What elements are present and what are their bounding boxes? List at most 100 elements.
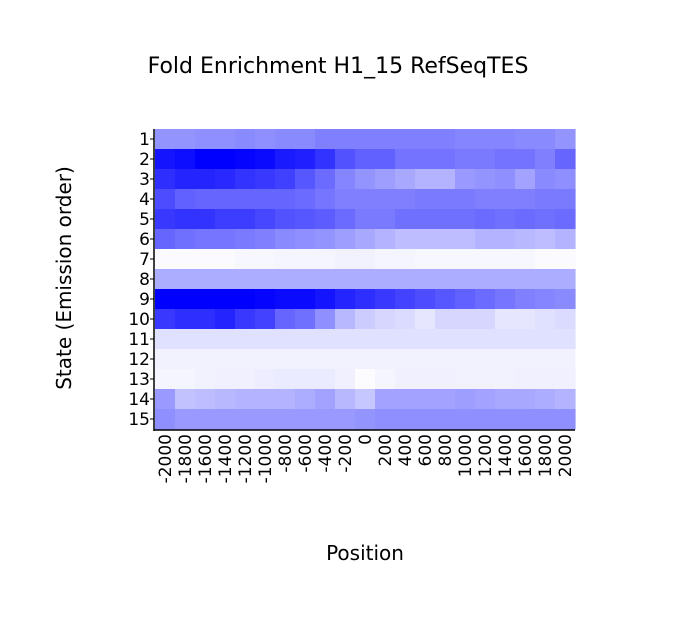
heatmap-cell xyxy=(215,309,236,330)
heatmap-cell xyxy=(215,169,236,190)
heatmap-cell xyxy=(195,229,216,250)
heatmap-cell xyxy=(155,289,176,310)
x-tick-label: -200 xyxy=(336,434,356,473)
heatmap-cell xyxy=(535,369,556,390)
x-tick-label: 800 xyxy=(436,434,456,466)
heatmap-cell xyxy=(455,129,476,150)
heatmap-cell xyxy=(375,209,396,230)
heatmap-cell xyxy=(175,329,196,350)
heatmap-cell xyxy=(395,169,416,190)
heatmap-cell xyxy=(455,169,476,190)
heatmap-cell xyxy=(155,369,176,390)
heatmap-cell xyxy=(355,309,376,330)
heatmap-cell xyxy=(535,129,556,150)
heatmap-cell xyxy=(155,309,176,330)
heatmap-cell xyxy=(515,369,536,390)
heatmap-cell xyxy=(475,209,496,230)
heatmap-cell xyxy=(415,349,436,370)
heatmap-cell xyxy=(515,129,536,150)
heatmap-cell xyxy=(195,389,216,410)
heatmap-cell xyxy=(455,189,476,210)
heatmap-cell xyxy=(535,209,556,230)
heatmap-cell xyxy=(195,329,216,350)
heatmap-cell xyxy=(435,129,456,150)
heatmap-cell xyxy=(295,329,316,350)
heatmap-cell xyxy=(275,309,296,330)
heatmap-cell xyxy=(455,409,476,430)
heatmap-cell xyxy=(255,369,276,390)
chart-title: Fold Enrichment H1_15 RefSeqTES xyxy=(148,54,529,79)
y-tick-label: 6 xyxy=(139,230,150,250)
heatmap-cell xyxy=(495,389,516,410)
heatmap-cell xyxy=(275,189,296,210)
heatmap-cell xyxy=(255,389,276,410)
heatmap-cell xyxy=(155,329,176,350)
heatmap-cell xyxy=(535,149,556,170)
x-tick-label: 200 xyxy=(376,434,396,466)
heatmap-cell xyxy=(275,329,296,350)
heatmap-cell xyxy=(415,209,436,230)
heatmap-cell xyxy=(295,169,316,190)
heatmap-cell xyxy=(255,149,276,170)
heatmap-cell xyxy=(535,249,556,270)
heatmap-cell xyxy=(175,389,196,410)
heatmap-cell xyxy=(495,129,516,150)
x-tick-label: 1400 xyxy=(496,434,516,477)
heatmap-cell xyxy=(515,189,536,210)
heatmap-cell xyxy=(415,409,436,430)
heatmap-cell xyxy=(335,389,356,410)
heatmap-cell xyxy=(215,389,236,410)
heatmap-cell xyxy=(435,389,456,410)
heatmap-cell xyxy=(155,189,176,210)
y-tick-label: 9 xyxy=(139,290,150,310)
heatmap-cell xyxy=(175,169,196,190)
heatmap-cell xyxy=(335,269,356,290)
heatmap-cell xyxy=(295,129,316,150)
heatmap-cell xyxy=(315,209,336,230)
heatmap-cell xyxy=(335,129,356,150)
heatmap-cell xyxy=(495,309,516,330)
heatmap-cell xyxy=(475,349,496,370)
heatmap-cell xyxy=(355,249,376,270)
heatmap-cell xyxy=(355,229,376,250)
heatmap-cell xyxy=(555,169,576,190)
heatmap-cell xyxy=(475,409,496,430)
heatmap-cell xyxy=(215,249,236,270)
heatmap-cell xyxy=(195,309,216,330)
heatmap-cell xyxy=(235,309,256,330)
heatmap-cell xyxy=(495,189,516,210)
heatmap-cell xyxy=(295,229,316,250)
heatmap-cell xyxy=(215,409,236,430)
heatmap-cell xyxy=(555,269,576,290)
heatmap-cell xyxy=(395,129,416,150)
heatmap-cell xyxy=(355,289,376,310)
heatmap-cell xyxy=(535,409,556,430)
y-tick-label: 8 xyxy=(139,270,150,290)
heatmap-cell xyxy=(335,409,356,430)
heatmap-cell xyxy=(335,309,356,330)
heatmap-cell xyxy=(255,209,276,230)
heatmap-cell xyxy=(275,229,296,250)
heatmap-cell xyxy=(435,269,456,290)
heatmap-cell xyxy=(275,369,296,390)
heatmap-cell xyxy=(475,269,496,290)
heatmap-cell xyxy=(315,249,336,270)
heatmap-cell xyxy=(315,189,336,210)
heatmap-cell xyxy=(235,349,256,370)
heatmap-cell xyxy=(175,209,196,230)
heatmap-cell xyxy=(555,209,576,230)
heatmap-cell xyxy=(395,249,416,270)
heatmap-cell xyxy=(255,349,276,370)
heatmap-cell xyxy=(335,169,356,190)
heatmap-cell xyxy=(235,389,256,410)
heatmap-cell xyxy=(375,409,396,430)
heatmap-cell xyxy=(355,369,376,390)
heatmap-cell xyxy=(555,349,576,370)
heatmap-cell xyxy=(335,249,356,270)
heatmap-cell xyxy=(475,389,496,410)
x-axis-label: Position xyxy=(326,541,404,565)
heatmap-cell xyxy=(395,229,416,250)
heatmap-cell xyxy=(215,209,236,230)
heatmap-cell xyxy=(515,269,536,290)
heatmap-cell xyxy=(495,289,516,310)
